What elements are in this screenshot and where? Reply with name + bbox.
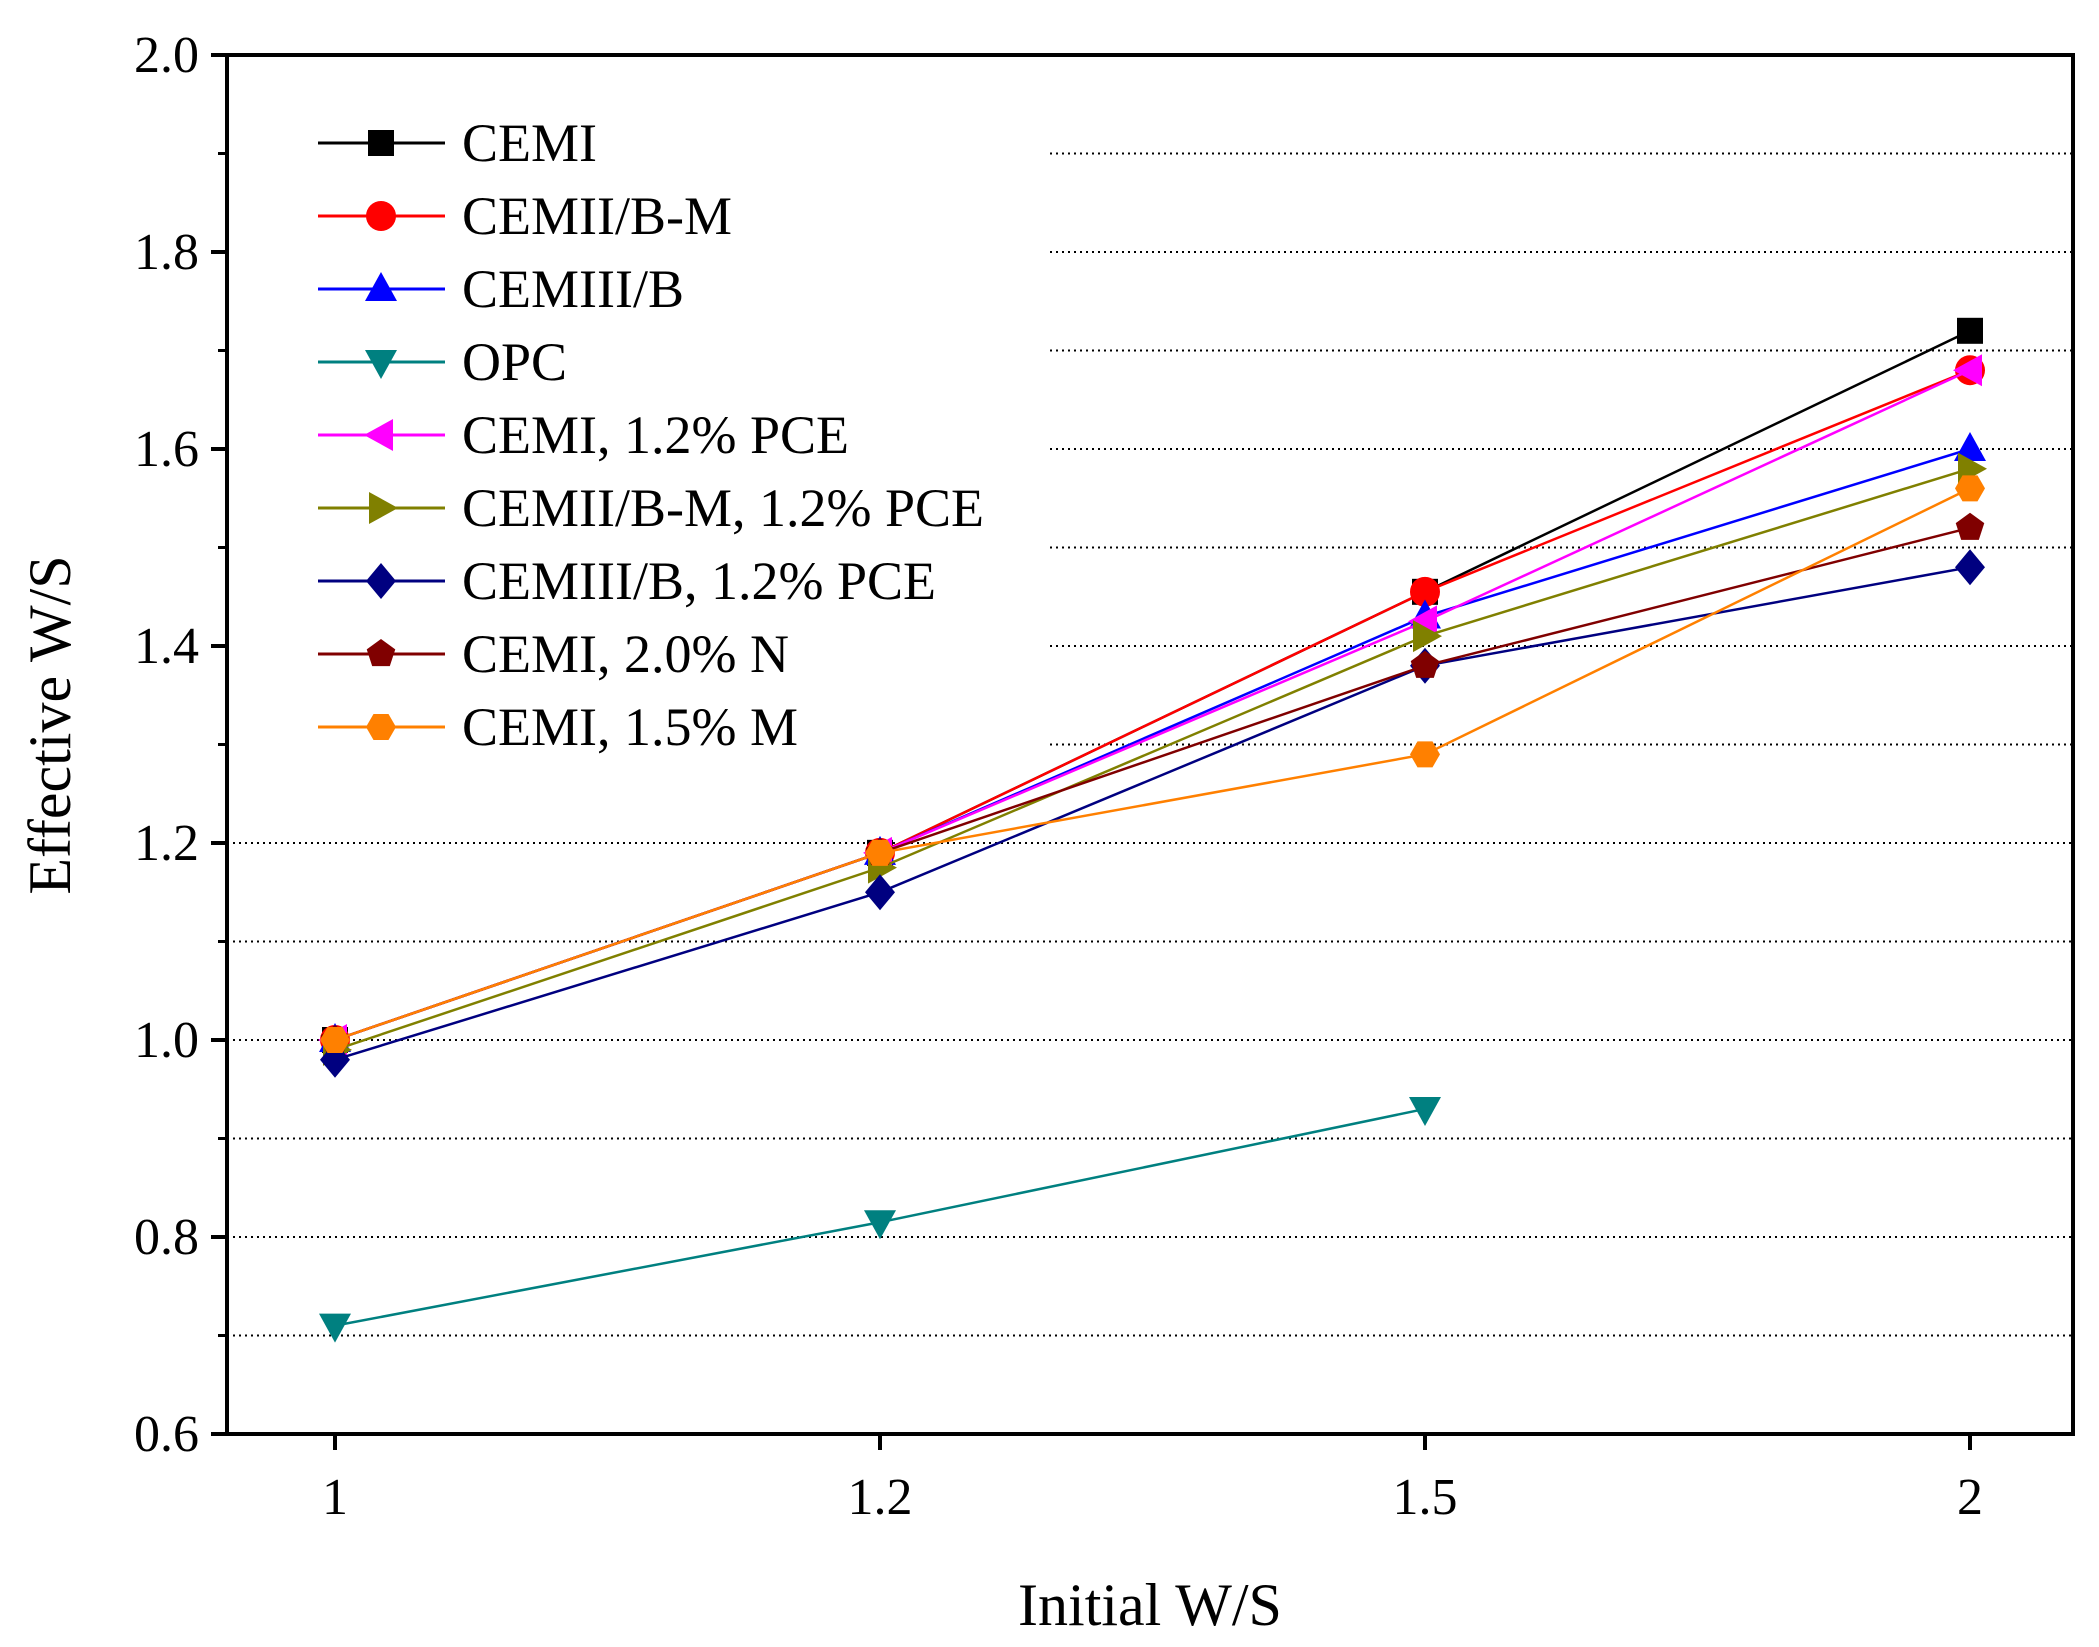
grid-lines (227, 152, 2073, 1337)
series-layer (318, 317, 1987, 1343)
data-point (319, 1313, 351, 1343)
data-point (1957, 317, 1983, 344)
y-tick-label: 1.6 (134, 421, 199, 478)
series-opc (319, 1096, 1441, 1343)
legend-item-cemi: CEMI (318, 113, 597, 173)
data-point (865, 874, 895, 911)
legend-label: CEMIII/B, 1.2% PCE (462, 551, 936, 611)
y-tick-label: 1.4 (134, 618, 199, 675)
data-point (1954, 432, 1986, 461)
axes: 0.6 0.8 1.0 1.2 1.4 1.6 1.8 2.0 1 1.2 1.5 2 (134, 27, 2075, 1526)
y-tick-label: 0.6 (134, 1406, 199, 1463)
y-tick-label: 1.0 (134, 1012, 199, 1069)
legend-label: CEMIII/B (462, 259, 684, 319)
data-point (1409, 1096, 1441, 1126)
legend-item-cemi-1-5-m: CEMI, 1.5% M (318, 697, 798, 757)
data-point (1955, 549, 1985, 586)
legend-item-opc: OPC (318, 332, 567, 392)
series-cemi-1-5-m (320, 475, 1985, 1053)
data-point (1953, 354, 1982, 387)
legend: CEMI CEMII/B-M CEMIII/B OPC CEMI, 1.2% PCE CE… (318, 113, 984, 757)
data-point (1955, 475, 1985, 502)
legend-label: CEMI, 1.2% PCE (462, 405, 849, 465)
x-tick-label: 2 (1957, 1469, 1983, 1526)
legend-marker (366, 563, 396, 599)
data-point (1410, 576, 1440, 607)
x-tick-label: 1 (322, 1469, 348, 1526)
legend-marker (368, 130, 394, 156)
data-point (1410, 741, 1440, 768)
data-point (864, 1210, 896, 1240)
legend-marker (365, 272, 397, 301)
legend-label: CEMI, 1.5% M (462, 697, 798, 757)
x-tick-label: 1.2 (848, 1469, 913, 1526)
series-line (334, 487, 1971, 1042)
legend-marker (366, 714, 396, 740)
legend-item-cemiii-b: CEMIII/B (318, 259, 684, 319)
y-tick-label: 2.0 (134, 27, 199, 84)
series-line (334, 565, 1971, 1061)
y-tick-label: 1.2 (134, 815, 199, 872)
legend-marker (365, 350, 397, 379)
data-point (865, 839, 895, 866)
legend-item-cemi-1-2-pce: CEMI, 1.2% PCE (318, 405, 849, 465)
y-tick-label: 0.8 (134, 1209, 199, 1266)
series-line (334, 467, 1971, 1052)
legend-label: OPC (462, 332, 567, 392)
legend-marker (364, 419, 393, 451)
legend-label: CEMI (462, 113, 597, 173)
x-tick-label: 1.5 (1393, 1469, 1458, 1526)
legend-item-cemiii-b-1-2-pce: CEMIII/B, 1.2% PCE (318, 551, 936, 611)
legend-item-cemii-b-m-1-2-pce: CEMII/B-M, 1.2% PCE (318, 478, 984, 538)
legend-label: CEMII/B-M (462, 186, 732, 246)
data-point (1408, 605, 1437, 638)
legend-marker (366, 201, 396, 231)
data-point (320, 1027, 350, 1053)
legend-item-cemi-2-0-n: CEMI, 2.0% N (318, 624, 789, 684)
legend-marker (369, 492, 398, 524)
legend-item-cemii-b-m: CEMII/B-M (318, 186, 732, 246)
x-axis-title: Initial W/S (1018, 1572, 1282, 1638)
data-point (1413, 620, 1442, 653)
data-point (1955, 512, 1985, 540)
legend-label: CEMII/B-M, 1.2% PCE (462, 478, 984, 538)
legend-label: CEMI, 2.0% N (462, 624, 789, 684)
legend-marker (366, 639, 396, 667)
data-point (1410, 650, 1440, 678)
y-tick-label: 1.8 (134, 224, 199, 281)
y-axis-title: Effective W/S (17, 555, 83, 894)
